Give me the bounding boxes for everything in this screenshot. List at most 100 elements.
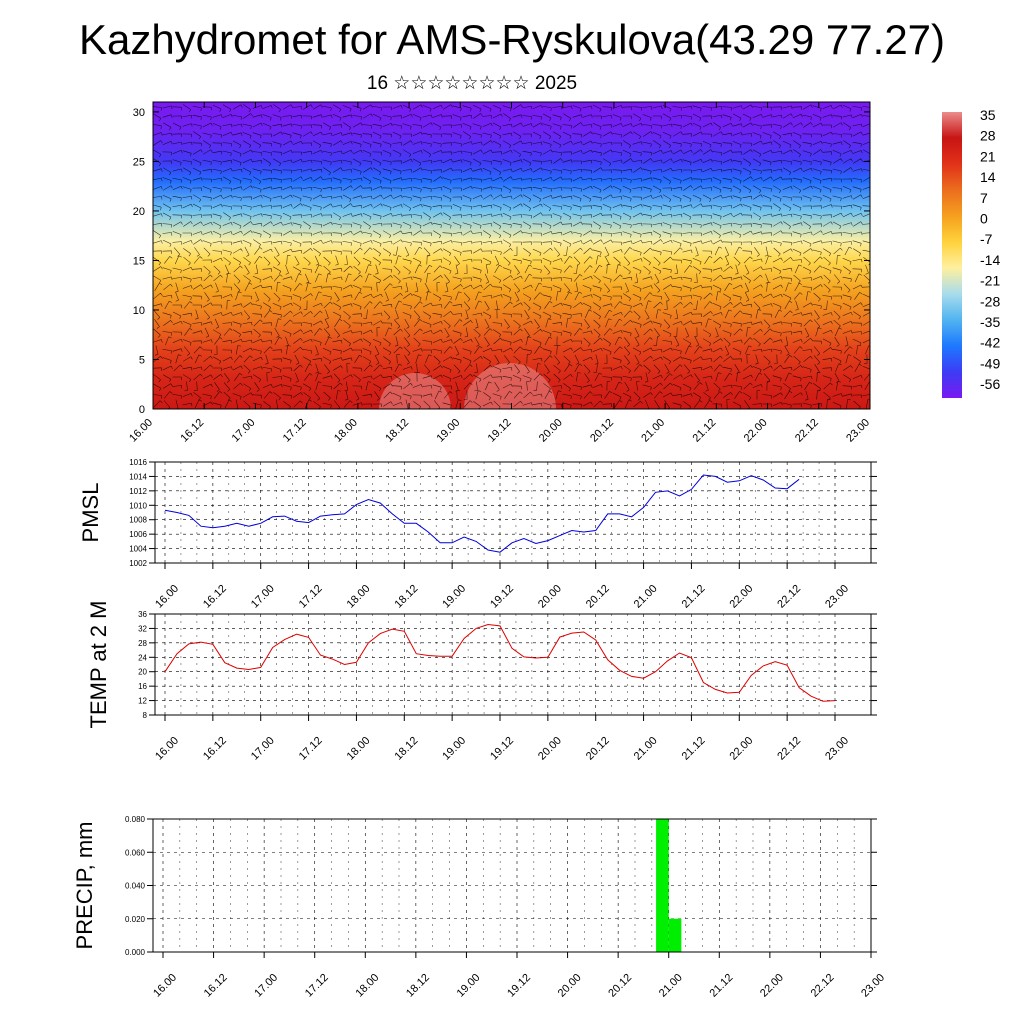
x-tick-label: 16.12 (202, 972, 230, 1000)
y-tick-label: 1006 (129, 530, 147, 539)
colorbar-label: -49 (980, 355, 1000, 371)
warm-core (379, 373, 451, 409)
x-tick-label: 19.12 (488, 735, 516, 763)
x-tick-label: 21.00 (639, 417, 667, 445)
colorbar: 35 28 21 14 7 0 -7 -14 -21 -28 -35 -42 -49 -56 (942, 107, 1000, 398)
y-tick-label: 30 (133, 107, 145, 119)
y-tick-label: 8 (143, 711, 148, 720)
colorbar-label: -56 (980, 376, 1000, 392)
x-tick-label: 17.12 (281, 417, 309, 445)
colorbar-label: -42 (980, 335, 1000, 351)
cross-section-panel: 0 5 10 15 20 25 30 16.00 16.12 17.00 17.12 18.00 18… (127, 101, 872, 445)
y-tick-label: 32 (138, 624, 147, 633)
y-tick-label: 0 (139, 404, 145, 416)
x-tick-label: 22.12 (793, 417, 821, 445)
pmsl-line (164, 474, 800, 553)
x-tick-label: 22.12 (809, 972, 837, 1000)
x-tick-label: 22.00 (758, 972, 786, 1000)
x-tick-label: 23.00 (823, 735, 851, 763)
x-tick-label: 16.00 (153, 583, 181, 611)
y-tick-label: 15 (133, 255, 145, 267)
colorbar-label: 35 (980, 107, 996, 123)
cross-section-y-axis: 0 5 10 15 20 25 30 (133, 107, 870, 416)
colorbar-label: -14 (980, 252, 1000, 268)
x-tick-label: 22.00 (742, 417, 770, 445)
y-tick-label: 1008 (129, 516, 147, 525)
y-tick-label: 10 (133, 305, 145, 317)
colorbar-label: -7 (980, 231, 993, 247)
x-tick-label: 19.00 (434, 417, 462, 445)
x-tick-label: 19.00 (440, 583, 468, 611)
x-tick-label: 19.00 (455, 972, 483, 1000)
x-tick-label: 21.00 (657, 972, 685, 1000)
x-tick-label: 20.00 (536, 735, 564, 763)
colorbar-label: -28 (980, 293, 1000, 309)
warm-cores (379, 363, 556, 409)
x-tick-label: 22.00 (727, 583, 755, 611)
x-tick-label: 18.00 (345, 735, 373, 763)
y-tick-label: 0.080 (125, 815, 146, 824)
wind-barbs (153, 104, 870, 409)
panel-frame (152, 818, 872, 953)
colorbar-label: 14 (980, 169, 996, 185)
y-tick-label: 36 (138, 610, 147, 619)
x-tick-label: 19.12 (488, 583, 516, 611)
x-tick-label: 21.12 (691, 417, 719, 445)
x-tick-label: 18.12 (404, 972, 432, 1000)
x-tick-label: 20.12 (606, 972, 634, 1000)
x-tick-label: 18.00 (332, 417, 360, 445)
panel-frame (154, 461, 872, 564)
x-tick-label: 20.12 (584, 735, 612, 763)
y-tick-label: 20 (138, 668, 147, 677)
x-tick-label: 16.12 (201, 583, 229, 611)
x-tick-label: 21.00 (632, 735, 660, 763)
colorbar-label: 28 (980, 128, 996, 144)
x-tick-label: 22.12 (775, 735, 803, 763)
chart-title: Kazhydromet for AMS-Ryskulova(43.29 77.2… (78, 16, 946, 63)
y-tick-label: 1014 (129, 472, 147, 481)
x-tick-label: 22.12 (775, 583, 803, 611)
x-tick-label: 21.00 (632, 583, 660, 611)
colorbar-label: -21 (980, 273, 1000, 289)
colorbar-gradient (942, 112, 962, 398)
precip-panel: 0.000 0.020 0.040 0.060 0.080 16.00 16.12 17.00… (72, 815, 887, 1000)
warm-core (464, 363, 556, 409)
y-tick-label: 16 (138, 682, 147, 691)
y-tick-label: 1002 (129, 559, 147, 568)
y-tick-label: 25 (133, 156, 145, 168)
precip-bar (656, 819, 669, 952)
x-tick-label: 20.12 (584, 583, 612, 611)
x-tick-label: 21.12 (680, 583, 708, 611)
temperature-field (153, 102, 870, 409)
x-tick-label: 18.00 (353, 972, 381, 1000)
x-tick-label: 17.00 (230, 417, 258, 445)
y-tick-label: 0.060 (125, 848, 146, 857)
y-tick-label: 0.000 (125, 948, 146, 957)
y-tick-label: 5 (139, 354, 145, 366)
colorbar-labels: 35 28 21 14 7 0 -7 -14 -21 -28 -35 -42 -49 -56 (980, 107, 1000, 392)
y-tick-label: 1004 (129, 545, 147, 554)
x-tick-label: 23.00 (823, 583, 851, 611)
x-tick-label: 20.12 (588, 417, 616, 445)
x-tick-label: 21.12 (680, 735, 708, 763)
x-tick-label: 17.12 (297, 735, 325, 763)
x-tick-label: 19.00 (440, 735, 468, 763)
y-axis-title: TEMP at 2 M (86, 601, 111, 729)
colorbar-label: 21 (980, 148, 996, 164)
x-tick-label: 16.00 (153, 735, 181, 763)
x-tick-label: 19.12 (486, 417, 514, 445)
x-tick-label: 20.00 (537, 417, 565, 445)
y-tick-label: 28 (138, 639, 147, 648)
x-tick-label: 19.12 (505, 972, 533, 1000)
y-axis-title: PRECIP, mm (72, 822, 97, 950)
x-tick-label: 17.00 (249, 583, 277, 611)
colorbar-label: 7 (980, 190, 988, 206)
pmsl-panel: 1002 1004 1006 1008 1010 1012 1014 1016 16.00 16.… (78, 458, 877, 611)
plot-area (155, 462, 871, 563)
temp-panel: 8 12 16 20 24 28 32 36 16.00 16.12 17.00 17.12 18.00… (86, 601, 877, 763)
y-tick-label: 0.040 (125, 882, 146, 891)
colorbar-label: -35 (980, 314, 1000, 330)
y-tick-label: 1016 (129, 458, 147, 467)
x-tick-label: 16.00 (127, 417, 155, 445)
x-tick-label: 18.12 (383, 417, 411, 445)
